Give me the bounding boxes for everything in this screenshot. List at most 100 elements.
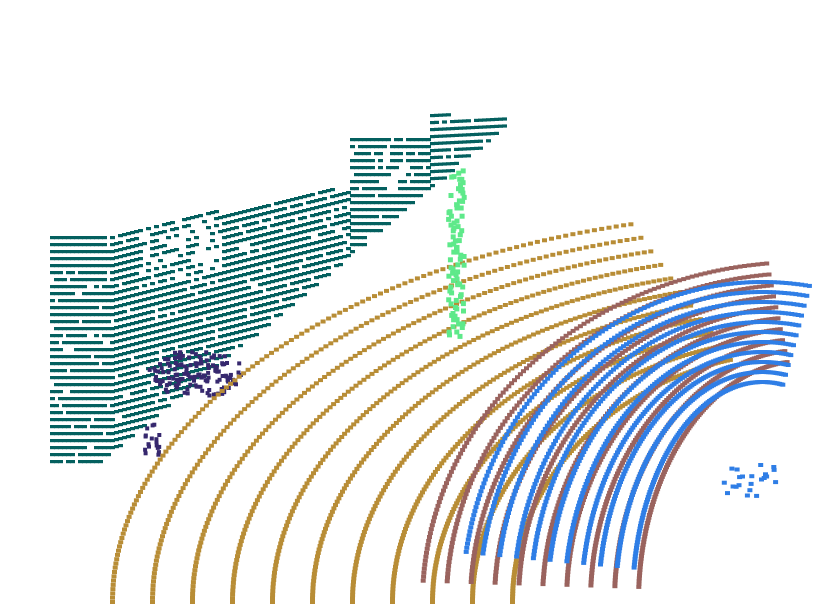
lidar-point <box>306 264 311 268</box>
lidar-point <box>246 293 251 297</box>
lidar-point <box>176 494 182 498</box>
lidar-point <box>134 356 139 360</box>
lidar-point <box>603 386 609 391</box>
lidar-point <box>162 391 167 395</box>
lidar-point <box>664 282 670 287</box>
lidar-point <box>494 562 500 567</box>
lidar-point <box>560 418 566 423</box>
lidar-point <box>234 289 239 293</box>
lidar-point <box>639 355 645 360</box>
lidar-point <box>628 344 634 349</box>
lidar-point <box>619 350 625 355</box>
lidar-point <box>134 272 139 276</box>
lidar-point <box>378 138 383 142</box>
lidar-point <box>589 369 595 374</box>
lidar-point <box>313 350 319 355</box>
lidar-point <box>486 125 491 129</box>
lidar-point <box>684 344 690 349</box>
lidar-point <box>378 173 383 177</box>
lidar-point <box>660 283 666 288</box>
lidar-point <box>434 557 440 562</box>
lidar-point <box>328 341 334 346</box>
lidar-point <box>446 141 451 145</box>
lidar-point <box>358 173 363 177</box>
lidar-point <box>130 231 135 235</box>
lidar-point <box>467 428 473 433</box>
lidar-point <box>425 481 431 486</box>
lidar-point <box>186 336 191 340</box>
lidar-point <box>537 256 543 261</box>
lidar-point <box>580 498 586 503</box>
lidar-point <box>612 433 618 438</box>
lidar-point <box>354 173 359 177</box>
lidar-point <box>211 439 217 444</box>
lidar-point <box>506 462 512 467</box>
lidar-point <box>450 466 456 471</box>
lidar-point <box>672 305 678 310</box>
lidar-point <box>470 133 475 137</box>
lidar-point <box>798 303 804 308</box>
lidar-point <box>350 586 356 591</box>
lidar-point <box>90 250 95 254</box>
lidar-point <box>50 446 55 450</box>
lidar-point <box>492 500 497 505</box>
lidar-point <box>110 432 115 436</box>
lidar-point <box>671 317 677 322</box>
lidar-point <box>381 488 387 493</box>
lidar-point <box>443 524 449 529</box>
lidar-point <box>348 356 354 361</box>
lidar-point <box>472 568 478 573</box>
lidar-point <box>631 236 637 241</box>
lidar-point <box>185 478 190 483</box>
lidar-point <box>661 321 667 326</box>
lidar-point <box>474 146 479 150</box>
lidar-point <box>403 378 409 383</box>
lidar-point <box>82 313 87 317</box>
lidar-point <box>358 166 363 170</box>
lidar-point <box>634 359 639 364</box>
lidar-point <box>153 558 159 563</box>
lidar-point <box>190 580 196 585</box>
lidar-point <box>226 256 231 260</box>
lidar-point <box>90 264 95 268</box>
lidar-point <box>102 292 107 296</box>
lidar-point <box>78 243 83 247</box>
lidar-point <box>150 591 156 596</box>
lidar-point <box>315 550 321 555</box>
lidar-point <box>712 294 718 299</box>
lidar-point <box>486 519 492 524</box>
lidar-point <box>315 554 320 559</box>
lidar-point <box>98 341 103 345</box>
lidar-point <box>529 395 535 400</box>
lidar-point <box>393 564 398 569</box>
lidar-point <box>74 285 79 289</box>
lidar-point <box>757 284 763 289</box>
lidar-point <box>469 477 475 482</box>
lidar-point <box>456 455 462 460</box>
lidar-point <box>118 269 123 273</box>
lidar-point <box>354 194 359 198</box>
lidar-point <box>66 362 71 366</box>
lidar-point <box>258 490 264 495</box>
lidar-point <box>524 391 530 396</box>
lidar-point <box>426 138 431 142</box>
lidar-point <box>669 453 675 458</box>
lidar-point <box>118 430 123 434</box>
lidar-point <box>596 346 602 351</box>
lidar-point <box>352 569 358 574</box>
lidar-point <box>410 166 415 170</box>
lidar-point <box>394 138 399 142</box>
lidar-point <box>234 254 239 258</box>
lidar-point <box>186 322 191 326</box>
lidar-point <box>549 305 555 310</box>
lidar-point <box>158 315 163 319</box>
lidar-point <box>258 227 263 231</box>
lidar-point <box>90 306 95 310</box>
lidar-point <box>613 569 619 574</box>
lidar-point <box>350 166 355 170</box>
lidar-point <box>196 411 202 415</box>
lidar-point <box>402 145 407 149</box>
lidar-point <box>656 328 662 333</box>
lidar-point <box>70 341 75 345</box>
lidar-point <box>638 559 644 564</box>
